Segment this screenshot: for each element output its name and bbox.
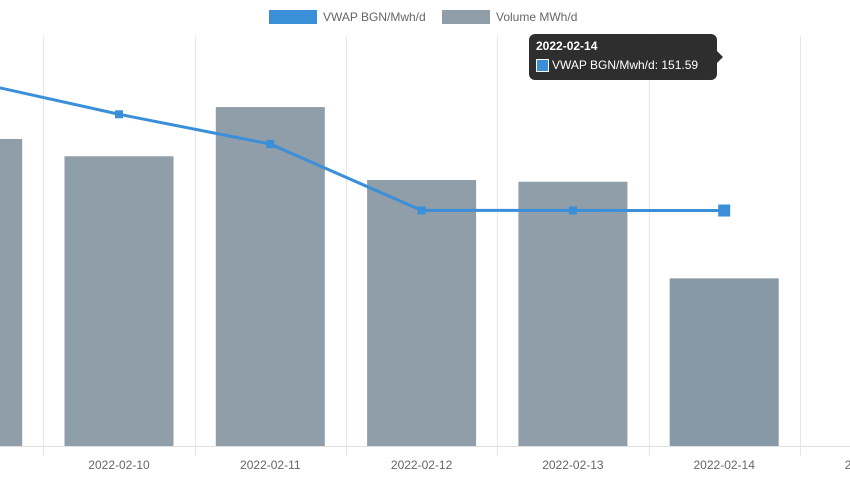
tooltip-pointer [717,51,723,63]
legend-label-volume: Volume MWh/d [496,10,578,24]
legend-swatch-volume [442,10,490,24]
legend-item-volume[interactable]: Volume MWh/d [442,8,577,26]
x-tick-label: 2022-02-11 [240,458,301,472]
x-tick-label: 2022-02-10 [88,458,150,472]
vwap-point-active [718,204,731,217]
vwap-point [417,206,426,215]
chart-tooltip: 2022-02-14 VWAP BGN/Mwh/d: 151.59 [529,34,723,80]
legend-label-vwap: VWAP BGN/Mwh/d [323,10,426,24]
x-tick-label: 2022-02-13 [542,458,604,472]
x-tick-label: 2022-02-15 [845,458,850,472]
volume-bar [215,107,325,447]
tooltip-value: VWAP BGN/Mwh/d: 151.59 [552,58,699,72]
chart-legend: VWAP BGN/Mwh/d Volume MWh/d [0,8,850,26]
x-axis: 2022-02-092022-02-102022-02-112022-02-12… [0,446,850,472]
vwap-point [115,110,123,119]
vwap-point [266,140,275,149]
vwap-point [568,206,577,215]
volume-bars [0,107,779,447]
volume-bar [669,278,779,446]
volume-bar [64,156,174,446]
legend-item-vwap[interactable]: VWAP BGN/Mwh/d [269,8,426,26]
grid-lines [43,36,801,456]
legend-swatch-vwap [269,10,317,24]
tooltip-title: 2022-02-14 [536,39,598,53]
volume-bar [0,138,23,446]
vwap-line [0,86,725,213]
volume-bar [367,179,477,446]
volume-bar [518,181,628,446]
x-tick-label: 2022-02-14 [694,458,756,472]
x-tick-label: 2022-02-12 [391,458,453,472]
tooltip-color-swatch [536,59,549,72]
vwap-line-series [0,86,731,217]
